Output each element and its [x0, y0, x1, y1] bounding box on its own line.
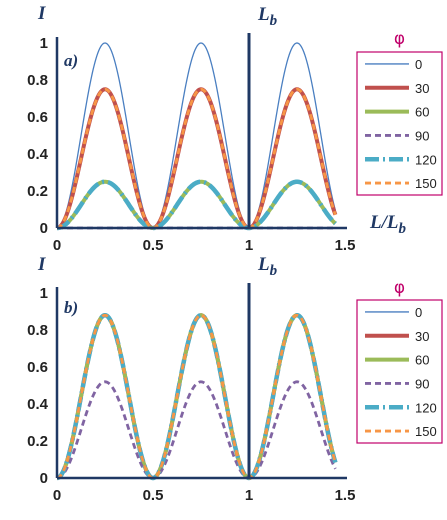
y-tick-label: 0.2	[27, 433, 48, 450]
y-tick-label: 0.2	[27, 183, 48, 200]
series-line-120	[55, 312, 338, 481]
chart-panel-a: 00.20.40.60.810 0.5 1 1.5I Lba)L/Lbφ03060901…	[27, 3, 443, 254]
y-tick-label: 0.8	[27, 322, 48, 339]
legend-label: 60	[415, 105, 429, 120]
legend-label: 150	[415, 176, 437, 191]
x-tick-label: 1	[245, 487, 253, 504]
x-tick-label: 0	[53, 487, 61, 504]
x-tick-label: 1.5	[335, 487, 356, 504]
y-tick-label: 1	[40, 285, 48, 302]
x-tick-label: 1	[245, 237, 253, 254]
marker-label: Lb	[257, 254, 278, 279]
legend-label: 30	[415, 81, 429, 96]
legend-label: 120	[415, 400, 437, 415]
x-tick-label: 1.5	[335, 237, 356, 254]
legend-label: 90	[415, 128, 429, 143]
series-line-60	[55, 313, 338, 480]
y-tick-label: 0	[40, 220, 48, 237]
legend-box	[356, 299, 443, 444]
series-line-150	[56, 87, 337, 230]
panel-label: b)	[64, 298, 78, 317]
legend-label: 0	[415, 305, 422, 320]
y-tick-label: 0	[40, 470, 48, 487]
series-line-90	[56, 380, 337, 480]
y-axis-label: I	[37, 254, 46, 275]
series-line-60	[55, 179, 337, 230]
chart-panel-b: 00.20.40.60.8100.511.5ILbb)L/Lbφ03060901…	[27, 254, 443, 504]
legend-label: 60	[415, 353, 429, 368]
legend-label: 30	[415, 329, 429, 344]
legend-label: 90	[415, 376, 429, 391]
y-tick-label: 0.8	[27, 72, 48, 89]
legend-label: 120	[415, 152, 437, 167]
y-axis-label: I	[37, 3, 46, 24]
y-tick-label: 0.6	[27, 109, 48, 126]
y-tick-label: 0.4	[27, 146, 49, 163]
x-tick-label: 0	[53, 237, 61, 254]
legend: φ0 30 60 90 120 150	[356, 278, 443, 444]
series-line-30	[55, 313, 338, 480]
legend-title: φ	[394, 29, 405, 49]
y-tick-label: 0.6	[27, 359, 48, 376]
x-axis-label: L/Lb	[369, 212, 407, 237]
x-tick-label: 0.5	[143, 487, 164, 504]
panel-label: a)	[64, 51, 78, 70]
legend-label: 150	[415, 424, 437, 439]
marker-label: Lb	[257, 4, 278, 29]
series-line-0	[56, 42, 337, 229]
y-tick-label: 0.4	[27, 396, 49, 413]
legend-label: 0	[415, 57, 422, 72]
legend-box	[356, 51, 443, 196]
y-tick-label: 1	[40, 35, 48, 52]
legend: φ0 30 60 90 120 150	[356, 29, 443, 196]
series-line-150	[56, 313, 337, 480]
series-line-30	[55, 87, 338, 230]
series-line-120	[55, 179, 337, 231]
legend-title: φ	[394, 278, 405, 298]
x-tick-label: 0.5	[143, 237, 164, 254]
